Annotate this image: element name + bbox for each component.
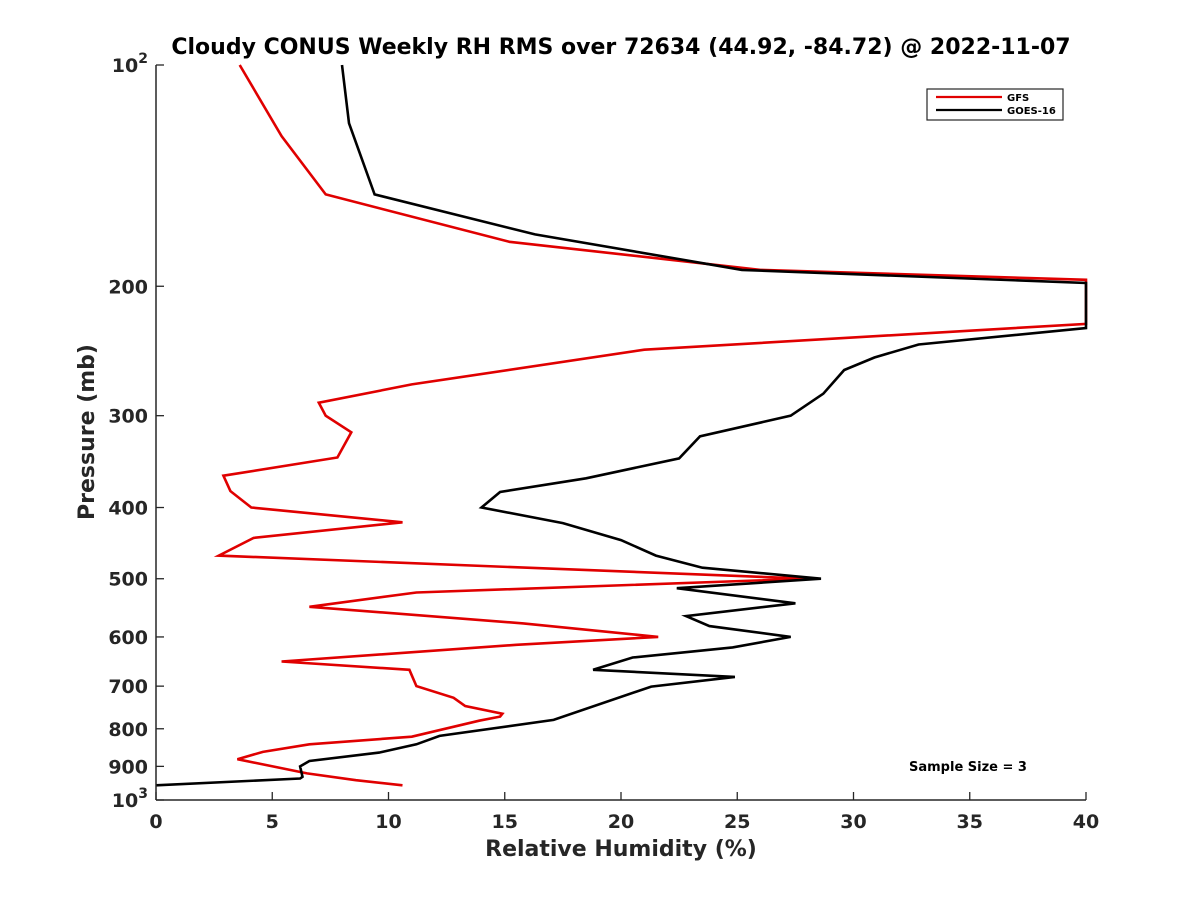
chart-title: Cloudy CONUS Weekly RH RMS over 72634 (4… bbox=[171, 35, 1070, 60]
legend-box bbox=[926, 88, 1064, 121]
series-line-gfs bbox=[213, 64, 1088, 787]
x-tick-label: 30 bbox=[840, 811, 866, 833]
x-tick-label: 20 bbox=[608, 811, 634, 833]
sample-size-annotation: Sample Size = 3 bbox=[909, 760, 1027, 775]
legend: GFS GOES-16 bbox=[926, 88, 1064, 121]
axes-layer: 0 5 10 15 20 25 30 35 40 102 200 300 400 500 600 700 800… bbox=[108, 51, 1099, 833]
x-tick-label: 25 bbox=[724, 811, 750, 833]
series-layer bbox=[155, 64, 1088, 787]
x-tick-label: 0 bbox=[149, 811, 162, 833]
y-tick-label: 102 bbox=[112, 51, 148, 77]
y-axis-label: Pressure (mb) bbox=[75, 344, 100, 520]
y-tick-label: 300 bbox=[108, 406, 148, 428]
x-tick-label: 10 bbox=[375, 811, 401, 833]
legend-label-gfs: GFS bbox=[1007, 93, 1029, 104]
legend-label-goes16: GOES-16 bbox=[1007, 106, 1056, 117]
x-tick-label: 35 bbox=[957, 811, 983, 833]
y-tick-label: 400 bbox=[108, 498, 148, 520]
y-tick-label: 103 bbox=[112, 786, 148, 812]
x-axis-label: Relative Humidity (%) bbox=[485, 837, 757, 862]
y-tick-label: 200 bbox=[108, 276, 148, 298]
y-tick-label: 600 bbox=[108, 627, 148, 649]
y-tick-label: 500 bbox=[108, 569, 148, 591]
y-tick-label: 700 bbox=[108, 676, 148, 698]
x-tick-label: 15 bbox=[492, 811, 518, 833]
y-tick-label: 800 bbox=[108, 719, 148, 741]
x-tick-label: 5 bbox=[266, 811, 279, 833]
y-tick-label: 900 bbox=[108, 756, 148, 778]
x-tick-label: 40 bbox=[1073, 811, 1099, 833]
series-line-goes16 bbox=[155, 64, 1088, 787]
